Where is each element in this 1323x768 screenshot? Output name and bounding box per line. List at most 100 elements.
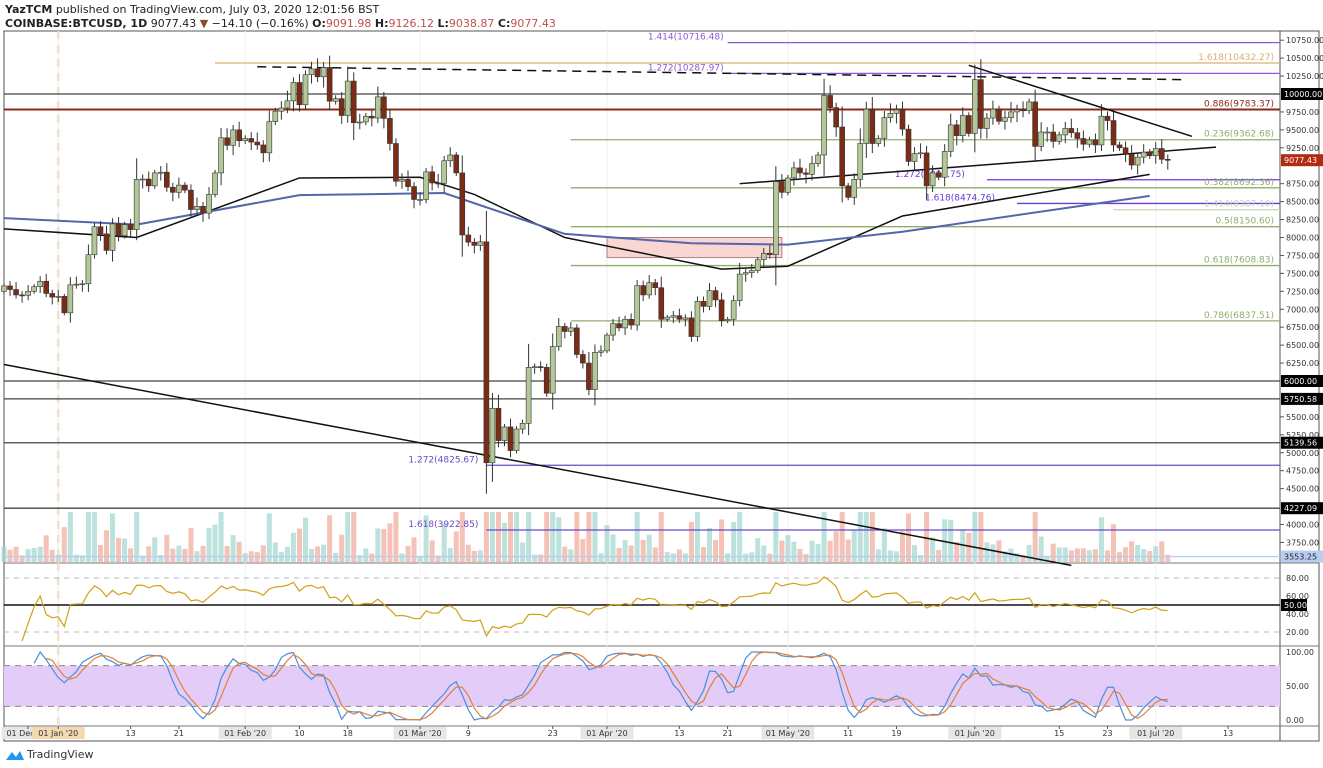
candle-down	[369, 115, 375, 119]
candle-up	[37, 280, 43, 287]
symbol-legend: COINBASE:BTCUSD, 1D 9077.43 ▼ −14.10 (−0…	[5, 17, 556, 30]
candle-down	[495, 407, 502, 441]
volume-bar	[465, 544, 471, 562]
candle-down	[405, 179, 411, 187]
candle-down	[188, 189, 194, 210]
candle-up	[519, 423, 526, 430]
candle-down	[459, 172, 466, 236]
candle-down	[381, 96, 387, 119]
candle-up	[85, 254, 92, 285]
candle-down	[935, 172, 942, 178]
candle-up	[151, 172, 158, 187]
volume-bar	[1020, 555, 1026, 562]
volume-bar	[1032, 512, 1038, 562]
candle-up	[815, 154, 821, 164]
candle-down	[127, 224, 134, 230]
candle-down	[350, 80, 357, 124]
candle-up	[477, 241, 484, 246]
candle-down	[803, 172, 809, 175]
author[interactable]: YazTCM	[5, 3, 53, 16]
volume-bar	[532, 554, 538, 562]
candle-down	[164, 171, 170, 188]
trendlines[interactable]	[3, 64, 1217, 567]
candle-up	[959, 115, 966, 136]
candle-down	[580, 354, 586, 364]
volume-bar	[387, 523, 393, 562]
change: −14.10 (−0.16%)	[211, 17, 309, 30]
candle-down	[248, 138, 255, 143]
candle-up	[73, 283, 80, 286]
level-label: 0.786(6837.51)	[1204, 311, 1274, 321]
high-label: H:	[374, 17, 389, 30]
candle-down	[507, 426, 514, 451]
x-tick-label: 13	[1223, 729, 1233, 738]
volume-bar	[13, 546, 19, 562]
volume-bar	[918, 555, 924, 562]
price-badge-label: 9077.43	[1284, 156, 1317, 165]
low-value: 9038.87	[448, 17, 495, 30]
x-tick-label: 23	[548, 729, 558, 738]
candle-up	[785, 177, 791, 193]
candle-down	[429, 171, 435, 184]
candle-down	[338, 98, 345, 116]
candle-up	[875, 138, 882, 144]
candle-down	[543, 367, 550, 394]
x-tick-label: 21	[723, 729, 733, 738]
volume-bar	[363, 548, 369, 562]
candle-up	[55, 296, 62, 298]
candle-up	[555, 326, 562, 347]
volume-bar	[713, 539, 719, 562]
volume-bar	[1026, 544, 1032, 562]
y-tick-label: 10250.00	[1286, 72, 1323, 81]
volume-bar	[61, 527, 67, 562]
candle-down	[49, 293, 56, 298]
candle-up	[212, 172, 218, 195]
volume-bar	[164, 534, 170, 562]
price-badge	[1281, 436, 1323, 449]
volume-bar	[966, 532, 972, 562]
volume-bar	[1014, 553, 1020, 562]
volume-bar	[682, 553, 688, 562]
volume-bar	[128, 548, 134, 562]
candle-down	[616, 323, 622, 329]
x-tick-label: 13	[126, 729, 136, 738]
x-tick-label: 21	[174, 729, 184, 738]
volume-bar	[381, 528, 387, 562]
volume-bar	[218, 512, 224, 562]
y-tick-label: 9500.00	[1286, 126, 1319, 135]
axes: 10750.0010500.0010250.009750.009500.0092…	[1, 36, 1323, 739]
volume-bar	[556, 517, 562, 562]
volume-bar	[351, 512, 357, 562]
stoch-tick-label: 0.00	[1286, 716, 1304, 725]
level-label: 1.618(10432.27)	[1198, 53, 1274, 63]
volume-bar	[339, 534, 345, 562]
volume-bar	[296, 528, 302, 562]
candle-up	[272, 110, 279, 122]
candle-up	[1056, 134, 1063, 142]
volume-bar	[544, 512, 550, 562]
volume-bar	[652, 547, 658, 562]
volume-bar	[1044, 556, 1050, 562]
low-label: L:	[437, 17, 449, 30]
candle-up	[417, 199, 423, 201]
x-tick-box	[393, 727, 447, 739]
candle-down	[586, 362, 592, 390]
y-tick-label: 8000.00	[1286, 234, 1319, 243]
trendline	[739, 146, 1217, 185]
price-badge-label: 4227.09	[1284, 504, 1317, 513]
volume-bar	[200, 545, 206, 562]
tradingview-logo[interactable]: TradingView	[6, 748, 93, 761]
candle-down	[1020, 109, 1026, 112]
volume-bar	[369, 553, 375, 562]
volume-bar	[303, 517, 308, 562]
volume-bar	[110, 513, 116, 562]
symbol[interactable]: COINBASE:BTCUSD, 1D	[5, 17, 148, 30]
volume-bar	[290, 532, 296, 562]
candle-up	[748, 270, 755, 273]
candle-up	[990, 108, 996, 119]
volume-bar	[978, 512, 984, 562]
volume-bar	[399, 553, 405, 562]
candles	[1, 55, 1171, 494]
candle-down	[483, 241, 490, 464]
